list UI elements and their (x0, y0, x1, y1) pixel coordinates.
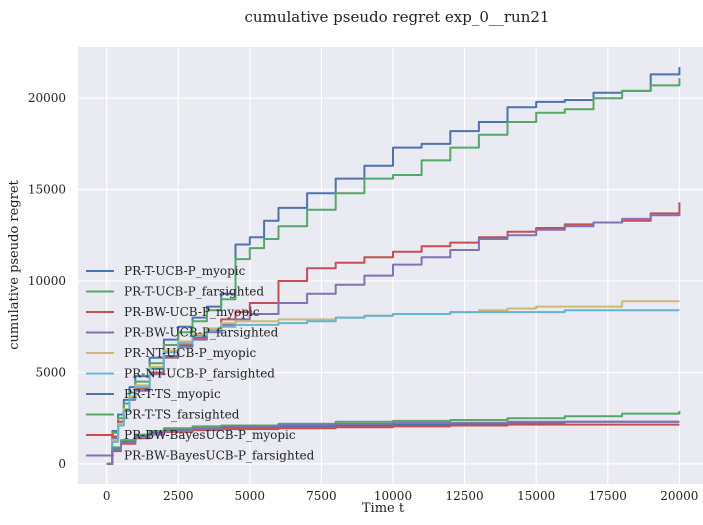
x-axis-label: Time t (362, 501, 405, 516)
series-line-1 (106, 67, 681, 465)
x-tick-label: 0 (103, 489, 111, 503)
y-tick-label: 0 (58, 457, 66, 471)
series-line-5 (106, 300, 680, 465)
legend-label-2: PR-T-UCB-P_farsighted (124, 285, 264, 299)
y-axis-ticks: 0 5000 10000 15000 20000 (28, 91, 66, 471)
x-tick-label: 2500 (163, 489, 194, 503)
legend-label-9: PR-BW-BayesUCB-P_myopic (124, 428, 296, 442)
grid (78, 47, 703, 484)
x-tick-label: 10000 (374, 489, 412, 503)
chart-title: cumulative pseudo regret exp_0__run21 (245, 8, 550, 26)
y-tick-label: 5000 (35, 365, 66, 379)
legend-label-1: PR-T-UCB-P_myopic (124, 264, 246, 278)
x-tick-label: 5000 (235, 489, 266, 503)
series-line-6 (106, 309, 680, 465)
legend-label-5: PR-NT-UCB-P_myopic (124, 346, 257, 360)
y-tick-label: 20000 (28, 91, 66, 105)
x-axis-ticks: 0 2500 5000 7500 10000 12500 15000 17500 20000 (103, 489, 699, 503)
legend-label-10: PR-BW-BayesUCB-P_farsighted (124, 449, 315, 463)
legend-label-3: PR-BW-UCB-P_myopic (124, 305, 260, 319)
y-tick-label: 15000 (28, 183, 66, 197)
x-tick-label: 12500 (445, 489, 483, 503)
x-tick-label: 7500 (306, 489, 337, 503)
legend-label-8: PR-T-TS_farsighted (124, 408, 240, 422)
x-tick-label: 20000 (660, 489, 698, 503)
legend-label-6: PR-NT-UCB-P_farsighted (124, 367, 275, 381)
legend: PR-T-UCB-P_myopic PR-T-UCB-P_farsighted PR… (86, 264, 315, 463)
x-tick-label: 17500 (589, 489, 627, 503)
legend-label-4: PR-BW-UCB-P_farsighted (124, 326, 279, 340)
y-tick-label: 10000 (28, 274, 66, 288)
y-axis-label: cumulative pseudo regret (7, 179, 22, 349)
series-line-10 (106, 420, 680, 465)
legend-label-7: PR-T-TS_myopic (124, 387, 221, 401)
series-lines (106, 67, 681, 465)
plot-area (78, 47, 703, 484)
x-tick-label: 15000 (517, 489, 555, 503)
